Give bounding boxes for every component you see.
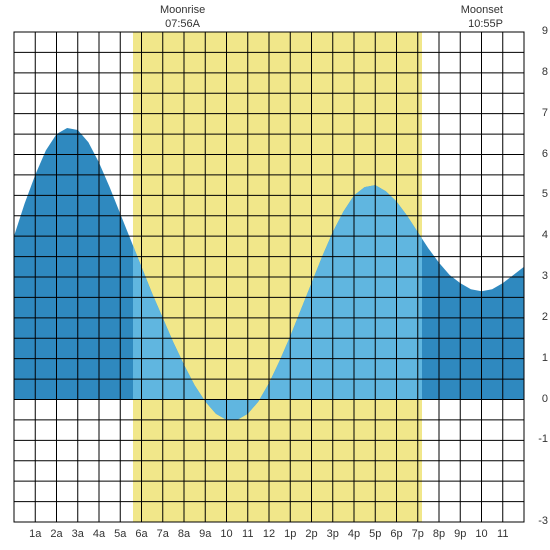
- x-axis-label: 5p: [365, 528, 385, 540]
- x-axis-label: 11: [238, 528, 258, 540]
- y-axis-label: 4: [528, 229, 548, 241]
- y-axis-label: 2: [528, 311, 548, 323]
- x-axis-label: 3a: [68, 528, 88, 540]
- y-axis-label: -1: [528, 433, 548, 445]
- y-axis-label: -3: [528, 515, 548, 527]
- x-axis-label: 1p: [280, 528, 300, 540]
- x-axis-label: 8p: [429, 528, 449, 540]
- x-axis-label: 2a: [47, 528, 67, 540]
- y-axis-label: 0: [528, 393, 548, 405]
- x-axis-label: 8a: [174, 528, 194, 540]
- x-axis-label: 10: [472, 528, 492, 540]
- x-axis-label: 11: [493, 528, 513, 540]
- y-axis-label: 6: [528, 148, 548, 160]
- x-axis-label: 10: [217, 528, 237, 540]
- x-axis-label: 7p: [408, 528, 428, 540]
- x-axis-label: 4p: [344, 528, 364, 540]
- x-axis-label: 9a: [195, 528, 215, 540]
- x-axis-label: 12: [259, 528, 279, 540]
- x-axis-label: 5a: [110, 528, 130, 540]
- x-axis-label: 1a: [25, 528, 45, 540]
- y-axis-label: 9: [528, 25, 548, 37]
- y-axis-label: 7: [528, 107, 548, 119]
- x-axis-label: 7a: [153, 528, 173, 540]
- x-axis-label: 6p: [387, 528, 407, 540]
- y-axis-label: 3: [528, 270, 548, 282]
- x-axis-label: 3p: [323, 528, 343, 540]
- x-axis-label: 2p: [302, 528, 322, 540]
- x-axis-label: 6a: [132, 528, 152, 540]
- y-axis-label: 1: [528, 352, 548, 364]
- x-axis-label: 4a: [89, 528, 109, 540]
- y-axis-label: 8: [528, 66, 548, 78]
- x-axis-label: 9p: [450, 528, 470, 540]
- y-axis-label: 5: [528, 188, 548, 200]
- tide-chart: Moonrise 07:56A Moonset 10:55P -3-101234…: [0, 0, 550, 550]
- plot-svg: [0, 0, 550, 550]
